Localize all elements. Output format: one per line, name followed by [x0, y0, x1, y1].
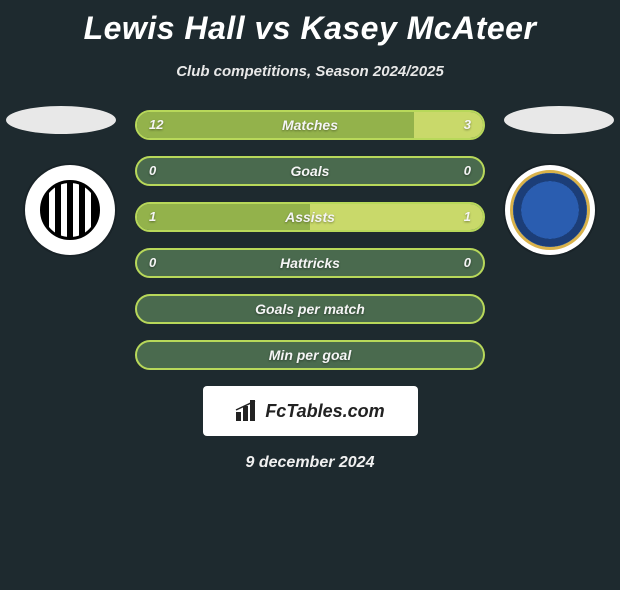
- stat-bar-value-right: 3: [464, 112, 471, 138]
- stat-bar-value-right: 0: [464, 250, 471, 276]
- stat-bars: Matches123Goals00Assists11Hattricks00Goa…: [135, 110, 485, 370]
- stat-bar: Goals per match: [135, 294, 485, 324]
- stat-bar-label: Assists: [137, 204, 483, 230]
- logo-text: FcTables.com: [265, 401, 384, 422]
- newcastle-crest-icon: [40, 180, 100, 240]
- comparison-stage: Matches123Goals00Assists11Hattricks00Goa…: [0, 110, 620, 370]
- stat-bar-value-right: 1: [464, 204, 471, 230]
- club-badge-left: [25, 165, 115, 255]
- subtitle: Club competitions, Season 2024/2025: [0, 63, 620, 80]
- stat-bar: Goals0 0: [135, 156, 485, 186]
- stat-bar-value-left: 12: [149, 112, 163, 138]
- stat-bar-value-left: 0: [149, 158, 156, 184]
- stat-bar-value-left: 0: [149, 250, 156, 276]
- stat-bar: Hattricks0 0: [135, 248, 485, 278]
- stat-bar: Matches12 3: [135, 110, 485, 140]
- page-title: Lewis Hall vs Kasey McAteer: [0, 10, 620, 47]
- fctables-logo: FcTables.com: [203, 386, 418, 436]
- bar-chart-icon: [235, 400, 261, 422]
- stat-bar-label: Goals: [137, 158, 483, 184]
- leicester-crest-icon: [510, 170, 590, 250]
- stat-bar-label: Hattricks: [137, 250, 483, 276]
- stat-bar-label: Matches: [137, 112, 483, 138]
- stat-bar-value-left: 1: [149, 204, 156, 230]
- stat-bar: Min per goal: [135, 340, 485, 370]
- player-left-shadow: [6, 106, 116, 134]
- stat-bar-value-right: 0: [464, 158, 471, 184]
- club-badge-right: [505, 165, 595, 255]
- stat-bar: Assists1 1: [135, 202, 485, 232]
- stat-bar-label: Min per goal: [137, 342, 483, 368]
- player-right-shadow: [504, 106, 614, 134]
- snapshot-date: 9 december 2024: [0, 454, 620, 472]
- stat-bar-label: Goals per match: [137, 296, 483, 322]
